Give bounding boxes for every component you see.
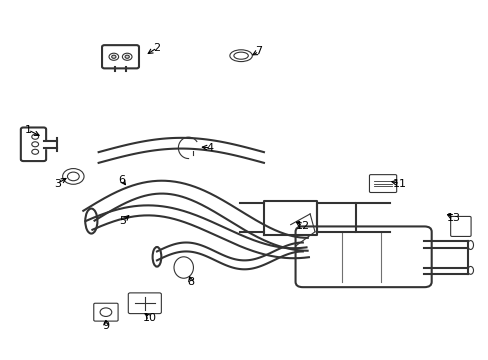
Ellipse shape: [174, 257, 193, 278]
Ellipse shape: [233, 52, 248, 59]
Ellipse shape: [152, 247, 161, 267]
Ellipse shape: [229, 50, 252, 62]
FancyBboxPatch shape: [450, 216, 470, 237]
Ellipse shape: [467, 240, 472, 249]
Text: 10: 10: [142, 312, 156, 323]
Circle shape: [109, 53, 119, 60]
FancyBboxPatch shape: [295, 226, 431, 287]
FancyBboxPatch shape: [128, 293, 161, 314]
Text: 12: 12: [295, 221, 309, 231]
Text: 2: 2: [153, 43, 160, 53]
FancyBboxPatch shape: [102, 45, 139, 68]
Text: 6: 6: [118, 175, 125, 185]
Text: 8: 8: [187, 277, 194, 287]
Circle shape: [111, 55, 116, 58]
Circle shape: [32, 134, 39, 139]
Text: 1: 1: [24, 125, 32, 135]
Text: 3: 3: [54, 179, 61, 189]
Text: 13: 13: [446, 212, 460, 222]
Text: 7: 7: [255, 46, 262, 57]
Text: 11: 11: [392, 179, 406, 189]
Circle shape: [32, 149, 39, 154]
Circle shape: [125, 55, 129, 58]
Text: 9: 9: [102, 321, 109, 332]
FancyBboxPatch shape: [94, 303, 118, 321]
Circle shape: [122, 53, 132, 60]
FancyBboxPatch shape: [21, 127, 46, 161]
Circle shape: [67, 172, 79, 181]
Ellipse shape: [467, 266, 472, 274]
Circle shape: [100, 308, 112, 316]
Circle shape: [32, 142, 39, 147]
Text: 5: 5: [119, 216, 126, 226]
Ellipse shape: [85, 208, 97, 234]
Circle shape: [62, 168, 84, 184]
FancyBboxPatch shape: [369, 175, 396, 193]
Text: 4: 4: [206, 143, 214, 153]
